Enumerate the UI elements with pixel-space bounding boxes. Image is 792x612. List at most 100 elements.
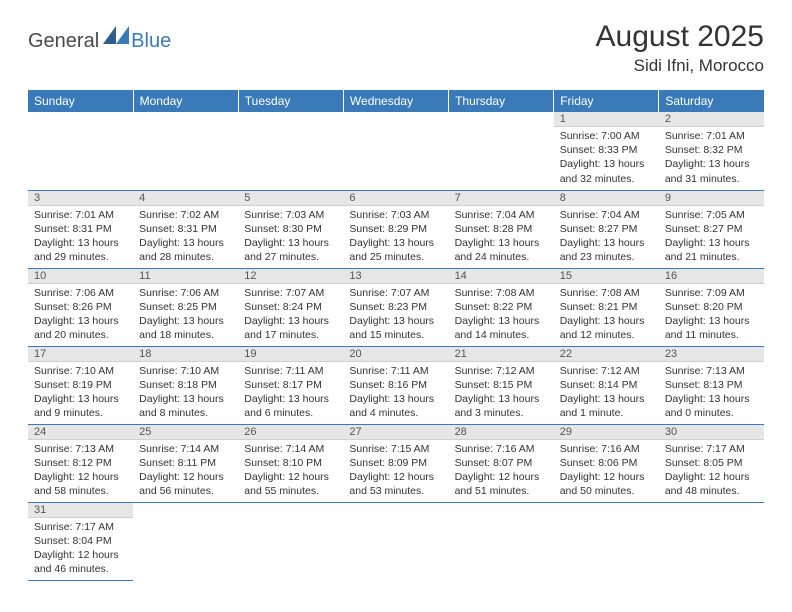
day-data: Sunrise: 7:12 AMSunset: 8:14 PMDaylight:… — [554, 362, 659, 423]
day-data: Sunrise: 7:05 AMSunset: 8:27 PMDaylight:… — [659, 206, 764, 267]
calendar-cell — [238, 502, 343, 580]
sunrise: Sunrise: 7:11 AM — [349, 364, 442, 378]
calendar-cell: 13Sunrise: 7:07 AMSunset: 8:23 PMDayligh… — [343, 268, 448, 346]
day-data: Sunrise: 7:10 AMSunset: 8:19 PMDaylight:… — [28, 362, 133, 423]
calendar-cell: 30Sunrise: 7:17 AMSunset: 8:05 PMDayligh… — [659, 424, 764, 502]
day-number: 11 — [133, 269, 238, 284]
day-number: 19 — [238, 347, 343, 362]
sunset: Sunset: 8:33 PM — [560, 143, 653, 157]
day-data: Sunrise: 7:17 AMSunset: 8:05 PMDaylight:… — [659, 440, 764, 501]
calendar-cell: 23Sunrise: 7:13 AMSunset: 8:13 PMDayligh… — [659, 346, 764, 424]
sunset: Sunset: 8:29 PM — [349, 222, 442, 236]
calendar-cell: 18Sunrise: 7:10 AMSunset: 8:18 PMDayligh… — [133, 346, 238, 424]
weekday-header: Tuesday — [238, 90, 343, 112]
day-number: 1 — [554, 112, 659, 127]
calendar-cell — [133, 502, 238, 580]
sunrise: Sunrise: 7:12 AM — [455, 364, 548, 378]
day-data: Sunrise: 7:13 AMSunset: 8:13 PMDaylight:… — [659, 362, 764, 423]
sunrise: Sunrise: 7:04 AM — [560, 208, 653, 222]
day-number: 22 — [554, 347, 659, 362]
calendar-cell: 5Sunrise: 7:03 AMSunset: 8:30 PMDaylight… — [238, 190, 343, 268]
day-data: Sunrise: 7:14 AMSunset: 8:10 PMDaylight:… — [238, 440, 343, 501]
day-number: 28 — [449, 425, 554, 440]
sunset: Sunset: 8:15 PM — [455, 378, 548, 392]
day-data: Sunrise: 7:07 AMSunset: 8:23 PMDaylight:… — [343, 284, 448, 345]
daylight: Daylight: 12 hours and 46 minutes. — [34, 548, 127, 576]
calendar-head: SundayMondayTuesdayWednesdayThursdayFrid… — [28, 90, 764, 112]
day-number: 2 — [659, 112, 764, 127]
sunrise: Sunrise: 7:09 AM — [665, 286, 758, 300]
calendar-week: 17Sunrise: 7:10 AMSunset: 8:19 PMDayligh… — [28, 346, 764, 424]
sunset: Sunset: 8:25 PM — [139, 300, 232, 314]
calendar-cell: 1Sunrise: 7:00 AMSunset: 8:33 PMDaylight… — [554, 112, 659, 190]
calendar-cell: 17Sunrise: 7:10 AMSunset: 8:19 PMDayligh… — [28, 346, 133, 424]
day-data: Sunrise: 7:01 AMSunset: 8:31 PMDaylight:… — [28, 206, 133, 267]
daylight: Daylight: 13 hours and 32 minutes. — [560, 157, 653, 185]
day-number: 8 — [554, 191, 659, 206]
day-data: Sunrise: 7:16 AMSunset: 8:06 PMDaylight:… — [554, 440, 659, 501]
sunset: Sunset: 8:28 PM — [455, 222, 548, 236]
sunrise: Sunrise: 7:07 AM — [244, 286, 337, 300]
daylight: Daylight: 13 hours and 23 minutes. — [560, 236, 653, 264]
sunrise: Sunrise: 7:11 AM — [244, 364, 337, 378]
sunrise: Sunrise: 7:01 AM — [34, 208, 127, 222]
day-data: Sunrise: 7:01 AMSunset: 8:32 PMDaylight:… — [659, 127, 764, 188]
day-number: 24 — [28, 425, 133, 440]
day-data: Sunrise: 7:03 AMSunset: 8:30 PMDaylight:… — [238, 206, 343, 267]
calendar-cell — [449, 112, 554, 190]
logo: General Blue — [28, 26, 171, 57]
calendar-body: 1Sunrise: 7:00 AMSunset: 8:33 PMDaylight… — [28, 112, 764, 580]
sunrise: Sunrise: 7:07 AM — [349, 286, 442, 300]
sunset: Sunset: 8:32 PM — [665, 143, 758, 157]
sunset: Sunset: 8:27 PM — [560, 222, 653, 236]
sunset: Sunset: 8:19 PM — [34, 378, 127, 392]
sunrise: Sunrise: 7:12 AM — [560, 364, 653, 378]
calendar-cell: 26Sunrise: 7:14 AMSunset: 8:10 PMDayligh… — [238, 424, 343, 502]
day-data: Sunrise: 7:03 AMSunset: 8:29 PMDaylight:… — [343, 206, 448, 267]
sunset: Sunset: 8:04 PM — [34, 534, 127, 548]
sunset: Sunset: 8:17 PM — [244, 378, 337, 392]
calendar-cell — [238, 112, 343, 190]
sunrise: Sunrise: 7:04 AM — [455, 208, 548, 222]
calendar-week: 1Sunrise: 7:00 AMSunset: 8:33 PMDaylight… — [28, 112, 764, 190]
daylight: Daylight: 13 hours and 27 minutes. — [244, 236, 337, 264]
calendar-cell: 14Sunrise: 7:08 AMSunset: 8:22 PMDayligh… — [449, 268, 554, 346]
day-number: 30 — [659, 425, 764, 440]
sunset: Sunset: 8:14 PM — [560, 378, 653, 392]
day-data: Sunrise: 7:08 AMSunset: 8:22 PMDaylight:… — [449, 284, 554, 345]
calendar-cell: 22Sunrise: 7:12 AMSunset: 8:14 PMDayligh… — [554, 346, 659, 424]
day-number: 10 — [28, 269, 133, 284]
calendar-week: 24Sunrise: 7:13 AMSunset: 8:12 PMDayligh… — [28, 424, 764, 502]
sunrise: Sunrise: 7:14 AM — [244, 442, 337, 456]
day-data: Sunrise: 7:12 AMSunset: 8:15 PMDaylight:… — [449, 362, 554, 423]
calendar-cell: 24Sunrise: 7:13 AMSunset: 8:12 PMDayligh… — [28, 424, 133, 502]
sunset: Sunset: 8:22 PM — [455, 300, 548, 314]
day-number: 20 — [343, 347, 448, 362]
sunset: Sunset: 8:06 PM — [560, 456, 653, 470]
daylight: Daylight: 13 hours and 29 minutes. — [34, 236, 127, 264]
sunset: Sunset: 8:23 PM — [349, 300, 442, 314]
daylight: Daylight: 13 hours and 8 minutes. — [139, 392, 232, 420]
sunrise: Sunrise: 7:13 AM — [665, 364, 758, 378]
day-data: Sunrise: 7:13 AMSunset: 8:12 PMDaylight:… — [28, 440, 133, 501]
calendar-cell — [343, 112, 448, 190]
day-number: 12 — [238, 269, 343, 284]
calendar-cell: 11Sunrise: 7:06 AMSunset: 8:25 PMDayligh… — [133, 268, 238, 346]
day-data: Sunrise: 7:04 AMSunset: 8:28 PMDaylight:… — [449, 206, 554, 267]
sunset: Sunset: 8:31 PM — [34, 222, 127, 236]
daylight: Daylight: 13 hours and 3 minutes. — [455, 392, 548, 420]
sunset: Sunset: 8:24 PM — [244, 300, 337, 314]
daylight: Daylight: 13 hours and 12 minutes. — [560, 314, 653, 342]
sunrise: Sunrise: 7:10 AM — [34, 364, 127, 378]
header: General Blue August 2025 Sidi Ifni, Moro… — [0, 0, 792, 84]
day-number: 23 — [659, 347, 764, 362]
calendar-cell: 8 Sunrise: 7:04 AMSunset: 8:27 PMDaylight… — [554, 190, 659, 268]
daylight: Daylight: 13 hours and 28 minutes. — [139, 236, 232, 264]
sunrise: Sunrise: 7:06 AM — [34, 286, 127, 300]
day-number: 25 — [133, 425, 238, 440]
logo-text-general: General — [28, 30, 99, 53]
location: Sidi Ifni, Morocco — [596, 56, 764, 76]
sunset: Sunset: 8:26 PM — [34, 300, 127, 314]
day-data: Sunrise: 7:09 AMSunset: 8:20 PMDaylight:… — [659, 284, 764, 345]
day-number: 5 — [238, 191, 343, 206]
